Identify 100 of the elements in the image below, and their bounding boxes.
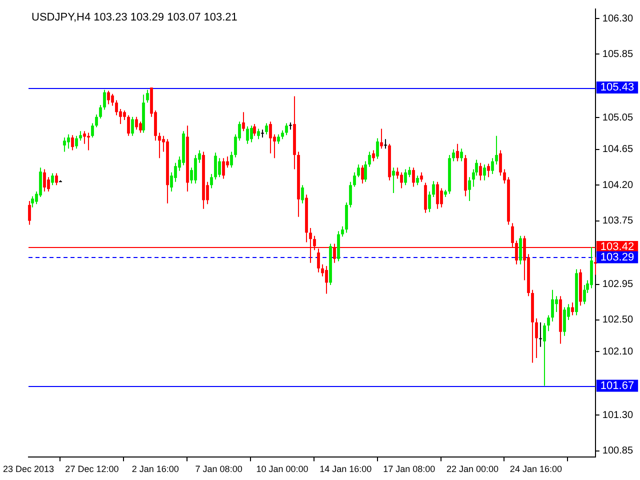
candlestick	[194, 154, 197, 184]
y-tick-label: 102.50	[602, 314, 634, 326]
ref-line-label: 101.67	[600, 380, 634, 392]
candlestick	[115, 100, 118, 116]
candlestick	[242, 112, 245, 132]
candlestick	[487, 163, 490, 178]
chart-title: USDJPY,H4 103.23 103.29 103.07 103.21	[32, 12, 238, 24]
candlestick	[250, 125, 253, 143]
candlestick	[547, 314, 550, 332]
x-tick-label: 10 Jan 00:00	[256, 464, 308, 474]
candlestick	[123, 110, 126, 121]
candlestick	[392, 167, 395, 194]
y-tick-label: 100.85	[602, 446, 634, 457]
y-tick-label: 106.30	[602, 13, 634, 24]
candlestick	[265, 122, 268, 135]
candlestick	[384, 138, 387, 150]
candlestick	[404, 168, 407, 186]
candlestick	[214, 152, 217, 180]
candlestick	[67, 134, 70, 150]
candlestick	[364, 160, 367, 182]
candlestick	[99, 104, 102, 119]
candlestick	[210, 174, 213, 189]
candlestick	[83, 130, 86, 144]
candlestick	[543, 322, 546, 386]
candlestick	[563, 306, 566, 336]
candlestick	[436, 181, 439, 210]
candlestick	[372, 150, 375, 162]
candlestick	[139, 121, 142, 134]
candlestick	[420, 172, 423, 182]
candlestick	[428, 190, 431, 213]
x-tick-label: 2 Jan 16:00	[132, 464, 179, 474]
candlestick	[47, 176, 50, 192]
candlestick	[103, 89, 106, 110]
x-tick-label: 7 Jan 08:00	[195, 464, 242, 474]
candlestick	[71, 134, 74, 151]
candlestick	[146, 89, 149, 104]
candlestick	[325, 266, 328, 294]
candlestick	[479, 162, 482, 181]
candlestick	[75, 135, 78, 150]
x-tick-label: 23 Dec 2013	[2, 464, 54, 474]
candlestick	[43, 168, 46, 192]
x-tick-label: 22 Jan 00:00	[446, 464, 499, 474]
ref-line-label: 105.43	[600, 82, 634, 94]
candlestick	[51, 172, 54, 186]
x-tick-label: 27 Dec 12:00	[65, 464, 119, 474]
candlestick	[341, 226, 344, 238]
candlestick	[28, 200, 31, 226]
candlestick	[412, 167, 415, 188]
candlestick	[551, 289, 554, 322]
candlestick	[158, 132, 161, 159]
candlestick	[301, 184, 304, 204]
candlestick	[495, 135, 498, 165]
candlestick	[361, 164, 364, 184]
candlestick	[440, 188, 443, 208]
candlestick	[269, 121, 272, 154]
candlestick	[55, 172, 58, 186]
candlestick	[277, 134, 280, 144]
candlestick	[583, 284, 586, 305]
candlestick	[452, 148, 455, 162]
candlestick	[257, 128, 260, 140]
ref-line-label: 103.42	[600, 241, 634, 254]
candlestick	[499, 150, 502, 176]
candlestick	[456, 143, 459, 162]
candlestick	[519, 235, 522, 265]
candlestick	[127, 114, 130, 136]
candlestick	[460, 148, 463, 162]
candlestick	[285, 122, 288, 136]
candlestick	[230, 151, 233, 168]
candlestick	[107, 90, 110, 105]
candlestick	[31, 196, 34, 208]
ref-line-label: 103.29	[600, 251, 634, 264]
x-tick-label: 14 Jan 16:00	[320, 464, 372, 474]
candlestick	[79, 130, 82, 142]
x-tick-label: 24 Jan 16:00	[510, 464, 562, 474]
candlestick	[218, 158, 221, 178]
candlestick	[246, 126, 249, 144]
candlestick	[95, 114, 98, 128]
candlestick	[253, 124, 256, 136]
candlestick	[222, 158, 225, 180]
candlestick	[483, 164, 486, 181]
candlestick	[91, 122, 94, 138]
candlestick	[111, 93, 114, 106]
candlestick	[349, 181, 352, 208]
candlestick	[539, 322, 542, 348]
candlestick	[63, 137, 66, 152]
candlestick	[491, 158, 494, 174]
candlestick	[376, 138, 379, 160]
candlestick	[353, 172, 356, 188]
candlestick	[87, 132, 90, 151]
y-tick-label: 104.65	[602, 144, 634, 156]
candlestick	[468, 176, 471, 202]
y-tick-label: 103.75	[602, 216, 634, 227]
y-tick-label: 102.95	[602, 279, 634, 290]
candlestick	[357, 164, 360, 178]
candlestick	[39, 167, 42, 198]
y-tick-label: 105.05	[602, 112, 634, 124]
y-tick-label: 105.85	[602, 48, 634, 60]
candlestick	[535, 318, 538, 359]
candlestick	[131, 116, 134, 136]
candlestick	[396, 167, 399, 180]
